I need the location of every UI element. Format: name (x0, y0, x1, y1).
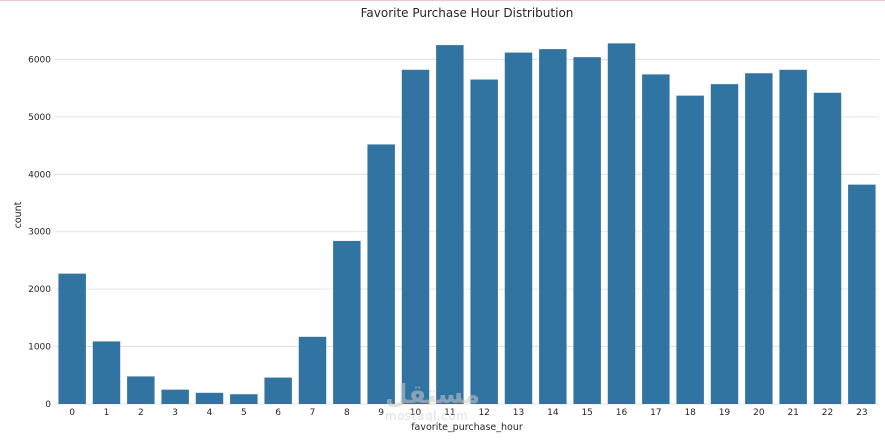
bar-hour-17 (642, 74, 670, 404)
bar-hour-3 (161, 389, 189, 404)
x-tick-label: 3 (172, 408, 178, 418)
x-tick-label: 8 (344, 408, 350, 418)
x-tick-label: 0 (69, 408, 75, 418)
bar-hour-6 (264, 377, 292, 404)
bar-hour-2 (127, 376, 155, 404)
x-tick-label: 16 (616, 408, 628, 418)
x-tick-label: 2 (138, 408, 144, 418)
bar-hour-8 (333, 240, 361, 404)
y-tick-label: 4000 (28, 170, 51, 180)
bar-hour-0 (58, 273, 86, 404)
bar-hour-21 (779, 69, 807, 405)
bar-hour-15 (573, 57, 601, 404)
x-tick-label: 22 (822, 408, 833, 418)
watermark-latin-text: mostaql.com (385, 409, 469, 423)
x-tick-label: 1 (104, 408, 110, 418)
bar-hour-7 (298, 336, 327, 404)
x-tick-layer: 0 1 2 3 4 5 6 7 8 9 10 11 12 13 14 15 16 17 18 19 20 21 22 23 (69, 408, 867, 418)
x-tick-label: 7 (310, 408, 316, 418)
y-tick-label: 5000 (28, 113, 51, 123)
y-tick-label: 1000 (28, 343, 51, 353)
x-tick-label: 19 (719, 408, 731, 418)
x-tick-label: 15 (581, 408, 592, 418)
watermark-logo: مستقل mostaql.com (385, 382, 480, 422)
watermark-arabic-text: مستقل (385, 380, 481, 410)
bar-hour-18 (676, 95, 704, 404)
x-tick-label: 20 (753, 408, 765, 418)
x-tick-label: 6 (275, 408, 281, 418)
x-tick-label: 23 (856, 408, 867, 418)
bar-hour-10 (401, 69, 430, 405)
x-tick-label: 10 (410, 408, 422, 418)
x-tick-label: 12 (478, 408, 489, 418)
y-axis-label: count (13, 201, 24, 228)
bar-hour-19 (710, 84, 739, 404)
bar-layer (58, 43, 876, 405)
chart-title: Favorite Purchase Hour Distribution (361, 6, 574, 20)
x-tick-label: 17 (650, 408, 661, 418)
y-tick-label: 6000 (28, 55, 51, 65)
x-tick-label: 21 (787, 408, 798, 418)
bar-hour-23 (848, 184, 876, 404)
y-tick-label: 3000 (28, 228, 51, 238)
bar-hour-9 (367, 144, 395, 404)
x-tick-label: 13 (513, 408, 524, 418)
y-tick-layer: 0 1000 2000 3000 4000 5000 6000 (28, 55, 51, 410)
x-axis-label: favorite_purchase_hour (411, 422, 523, 433)
bar-hour-12 (470, 79, 498, 404)
bar-hour-20 (745, 73, 773, 405)
bar-hour-5 (230, 394, 258, 404)
y-tick-label: 0 (45, 400, 51, 410)
x-tick-label: 4 (207, 408, 213, 418)
x-tick-label: 18 (684, 408, 696, 418)
x-tick-label: 11 (444, 408, 455, 418)
bar-hour-22 (813, 92, 842, 404)
x-tick-label: 5 (241, 408, 247, 418)
bar-hour-16 (607, 43, 636, 404)
y-tick-label: 2000 (28, 285, 51, 295)
bar-hour-4 (195, 392, 224, 404)
x-tick-label: 9 (378, 408, 384, 418)
bar-hour-11 (436, 45, 464, 405)
bar-hour-1 (92, 341, 121, 404)
x-tick-label: 14 (547, 408, 559, 418)
bar-hour-13 (504, 52, 533, 405)
grid-layer (55, 59, 879, 405)
bar-hour-14 (539, 49, 567, 404)
